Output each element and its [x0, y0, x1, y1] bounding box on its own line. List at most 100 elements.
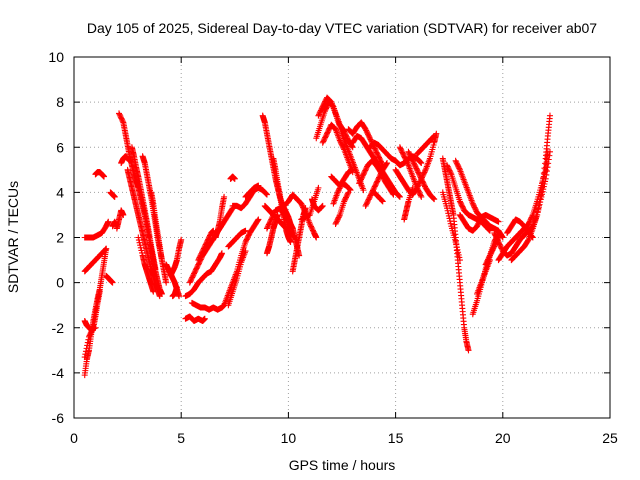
data-point — [414, 166, 421, 173]
data-point — [482, 261, 489, 268]
y-tick-label: 0 — [56, 275, 64, 291]
data-point — [333, 219, 340, 226]
data-point — [192, 266, 199, 273]
data-point — [101, 247, 108, 254]
data-point — [476, 218, 483, 225]
data-point — [203, 240, 210, 247]
data-point — [495, 239, 502, 246]
y-tick-label: 2 — [56, 230, 64, 246]
data-point — [189, 273, 196, 280]
data-point — [360, 171, 367, 178]
data-point — [337, 184, 344, 191]
data-point — [244, 235, 251, 242]
data-point — [263, 191, 270, 198]
data-point — [270, 211, 277, 218]
data-point — [375, 175, 382, 182]
data-point — [322, 133, 329, 140]
data-point — [265, 222, 272, 229]
data-point — [242, 239, 249, 246]
data-point — [525, 220, 532, 227]
data-point — [361, 168, 368, 175]
data-point — [341, 198, 348, 205]
data-point — [218, 250, 225, 257]
data-point — [447, 170, 454, 177]
data-point — [356, 179, 363, 186]
data-point — [323, 104, 330, 111]
data-point — [361, 170, 368, 177]
data-point — [494, 237, 501, 244]
data-point — [229, 206, 236, 213]
data-point — [412, 164, 419, 171]
data-point — [379, 197, 386, 204]
data-point — [323, 130, 330, 137]
data-point — [308, 224, 315, 231]
data-point — [374, 177, 381, 184]
y-tick-label: -4 — [52, 365, 65, 381]
data-point — [315, 112, 322, 119]
data-point — [527, 217, 534, 224]
data-point — [489, 247, 496, 254]
data-point — [266, 220, 273, 227]
data-point — [243, 237, 250, 244]
data-point — [421, 182, 428, 189]
data-point — [320, 137, 327, 144]
data-point — [342, 194, 349, 201]
data-point — [376, 154, 383, 161]
data-point — [429, 134, 436, 141]
data-point — [474, 223, 481, 230]
data-point — [487, 251, 494, 258]
data-point — [490, 244, 497, 251]
data-point — [199, 248, 206, 255]
data-point — [493, 235, 500, 242]
data-point — [389, 190, 396, 197]
data-point — [202, 241, 209, 248]
data-point — [488, 249, 495, 256]
data-point — [309, 227, 316, 234]
data-point — [101, 173, 108, 180]
data-point — [318, 106, 325, 113]
data-point — [363, 200, 370, 207]
data-point — [526, 218, 533, 225]
data-point — [415, 169, 422, 176]
data-point — [376, 173, 383, 180]
data-point — [372, 180, 379, 187]
data-point — [537, 199, 544, 206]
data-point — [204, 237, 211, 244]
data-point — [200, 245, 207, 252]
data-point — [186, 279, 193, 286]
data-point — [472, 205, 479, 212]
data-point — [345, 189, 352, 196]
data-point — [298, 200, 305, 207]
data-point — [333, 218, 340, 225]
data-point — [410, 159, 417, 166]
data-point — [323, 105, 330, 112]
data-point — [373, 149, 380, 156]
data-point — [365, 196, 372, 203]
data-point — [377, 170, 384, 177]
data-point — [444, 162, 451, 169]
data-point — [396, 193, 403, 200]
data-point — [366, 135, 373, 142]
data-point — [318, 204, 325, 211]
data-point — [398, 146, 405, 153]
data-point — [346, 185, 353, 192]
data-point — [372, 146, 379, 153]
data-point — [374, 150, 381, 157]
data-point — [403, 158, 410, 165]
data-point — [254, 217, 261, 224]
data-point — [188, 275, 195, 282]
data-point — [430, 195, 437, 202]
data-point — [401, 154, 408, 161]
data-point — [474, 221, 481, 228]
data-point — [325, 126, 332, 133]
data-point — [255, 182, 262, 189]
data-point — [334, 217, 341, 224]
data-point — [137, 244, 144, 251]
data-point — [378, 197, 385, 204]
data-points — [81, 94, 553, 379]
data-point — [289, 225, 296, 232]
data-point — [471, 204, 478, 211]
data-point — [362, 166, 369, 173]
data-point — [201, 244, 208, 251]
data-point — [116, 110, 123, 117]
